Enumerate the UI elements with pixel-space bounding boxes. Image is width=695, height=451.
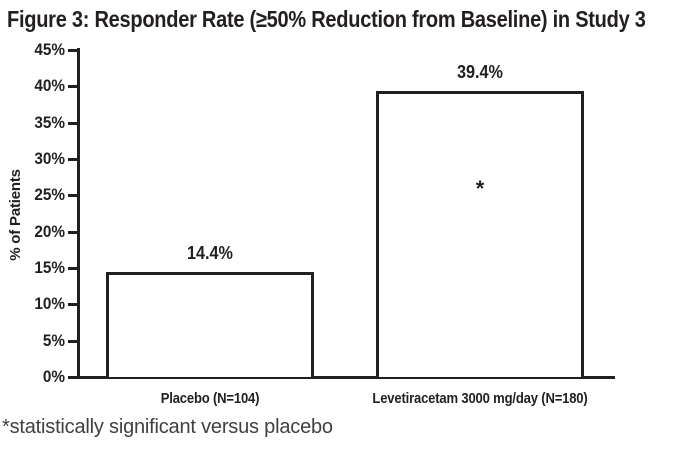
y-tick bbox=[68, 158, 77, 161]
figure-title: Figure 3: Responder Rate (≥50% Reduction… bbox=[7, 6, 646, 32]
bar bbox=[376, 91, 584, 377]
y-tick bbox=[68, 339, 77, 343]
x-axis-line bbox=[68, 376, 615, 379]
y-tick bbox=[68, 376, 77, 379]
y-tick-label: 15% bbox=[34, 258, 65, 277]
bar-value-label: 14.4% bbox=[187, 243, 233, 263]
y-tick-label: 5% bbox=[42, 330, 65, 350]
y-tick-label: 40% bbox=[34, 76, 65, 96]
y-axis-line bbox=[77, 48, 80, 379]
y-tick-label: 20% bbox=[34, 221, 65, 241]
footnote: *statistically significant versus placeb… bbox=[2, 416, 333, 438]
x-category-label: Levetiracetam 3000 mg/day (N=180) bbox=[372, 390, 588, 407]
y-tick-label: 30% bbox=[34, 149, 65, 168]
y-tick bbox=[68, 85, 77, 89]
y-tick bbox=[68, 194, 77, 198]
y-tick bbox=[68, 121, 77, 125]
bar-value-label: 39.4% bbox=[457, 62, 503, 82]
y-tick bbox=[68, 49, 77, 52]
bar bbox=[106, 272, 314, 377]
x-category-label: Placebo (N=104) bbox=[160, 390, 260, 407]
significance-asterisk: * bbox=[475, 176, 485, 201]
y-tick-label: 25% bbox=[34, 185, 65, 205]
y-tick bbox=[68, 303, 77, 307]
y-tick-label: 45% bbox=[34, 40, 65, 59]
y-tick-label: 0% bbox=[42, 367, 65, 386]
y-tick-label: 10% bbox=[34, 294, 65, 314]
y-tick-label: 35% bbox=[34, 112, 65, 132]
y-tick bbox=[68, 267, 77, 270]
y-tick bbox=[68, 230, 77, 234]
